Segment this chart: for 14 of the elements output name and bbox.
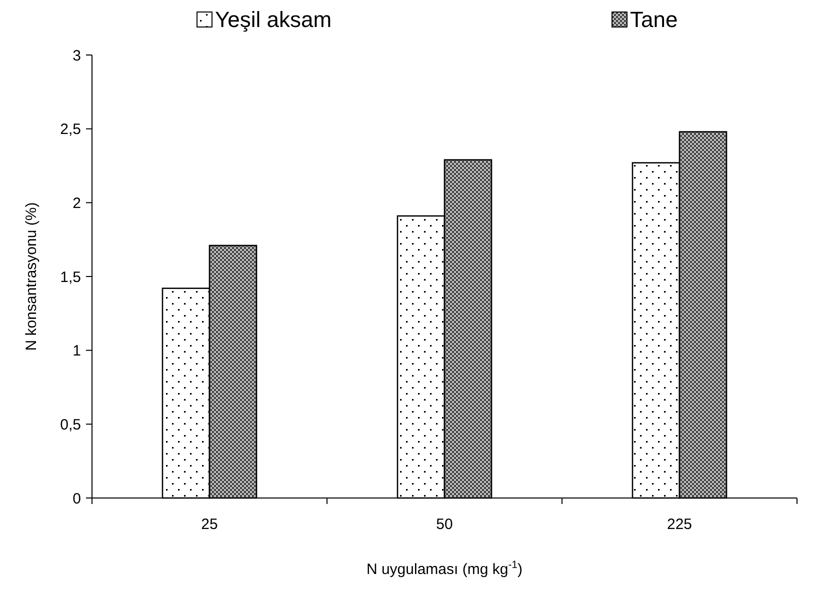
x-axis-title: N uygulaması (mg kg$^{-1}$) (366, 559, 523, 578)
x-tick-label: 225 (666, 516, 692, 533)
y-tick-label: 2,5 (60, 121, 81, 138)
y-tick-label: 0,5 (60, 416, 81, 434)
y-tick-label: 2 (72, 194, 81, 212)
x-tick-label: 25 (201, 516, 218, 533)
y-tick-label: 0 (72, 490, 81, 508)
legend-label: Tane (630, 7, 678, 32)
y-tick-label: 3 (72, 47, 81, 64)
legend-label: Yeşil aksam (215, 7, 332, 32)
y-axis-title: N konsantrasyonu (%) (23, 202, 40, 351)
y-tick-label: 1,5 (60, 268, 81, 286)
x-tick-label: 50 (436, 516, 453, 533)
y-tick-label: 1 (72, 342, 81, 360)
